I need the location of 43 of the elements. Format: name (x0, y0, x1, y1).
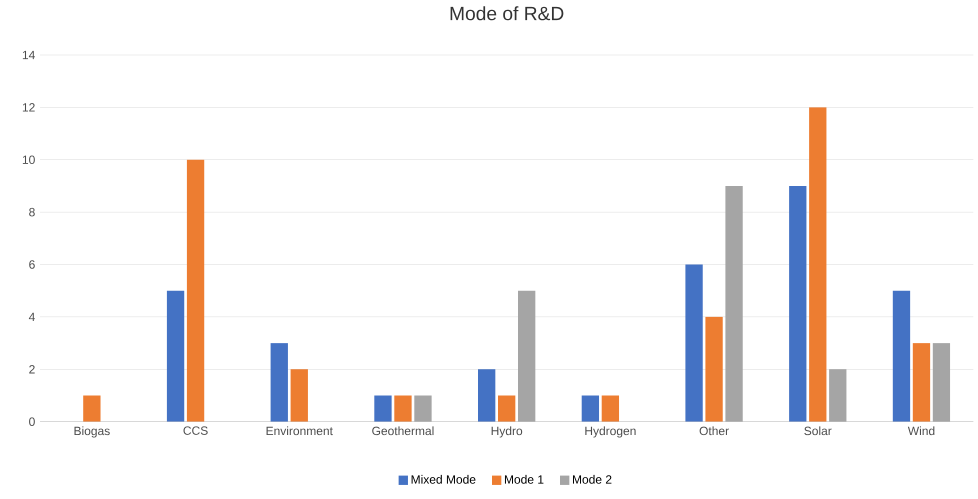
y-tick-label: 4 (28, 312, 35, 322)
x-tick-label: Biogas (74, 426, 110, 438)
bar (809, 107, 826, 422)
bar (414, 395, 432, 422)
bar (290, 369, 308, 422)
x-tick-label: Geothermal (372, 426, 434, 436)
bar (932, 343, 950, 422)
x-tick-label: Solar (804, 426, 832, 436)
bar (498, 395, 516, 422)
bar (602, 395, 620, 422)
bar (478, 369, 496, 422)
x-tick-label: Hydro (492, 426, 522, 438)
y-tick-label: 6 (29, 260, 35, 269)
bar (892, 290, 910, 422)
y-tick-label: 8 (29, 208, 35, 216)
bar (394, 395, 412, 422)
y-tick-label: 12 (22, 103, 35, 112)
bar (186, 160, 204, 422)
bar (685, 264, 703, 422)
y-tick-label: 0 (29, 417, 35, 426)
legend-label: Mode 1 (504, 474, 544, 484)
bar (705, 316, 723, 422)
x-tick-label: CCS (184, 426, 208, 435)
x-tick-label: Other (700, 426, 729, 436)
legend-label: Mixed Mode (412, 474, 476, 484)
bar (166, 290, 184, 422)
bar (912, 343, 930, 422)
y-tick-label: 10 (22, 155, 35, 164)
bar (518, 290, 536, 422)
bar (789, 186, 806, 422)
x-tick-label: Environment (266, 426, 333, 436)
bar (83, 395, 101, 422)
y-tick-label: 14 (22, 50, 35, 60)
bar (725, 186, 743, 422)
x-tick-label: Hydrogen (585, 426, 636, 438)
y-tick-label: 2 (29, 365, 35, 374)
bar (582, 395, 600, 422)
bar (270, 343, 288, 422)
legend-label: Mode 2 (572, 474, 612, 484)
bar (374, 395, 392, 422)
bar (829, 369, 846, 422)
x-tick-label: Wind (908, 426, 934, 436)
chart-title: Mode of R&D (450, 6, 564, 20)
